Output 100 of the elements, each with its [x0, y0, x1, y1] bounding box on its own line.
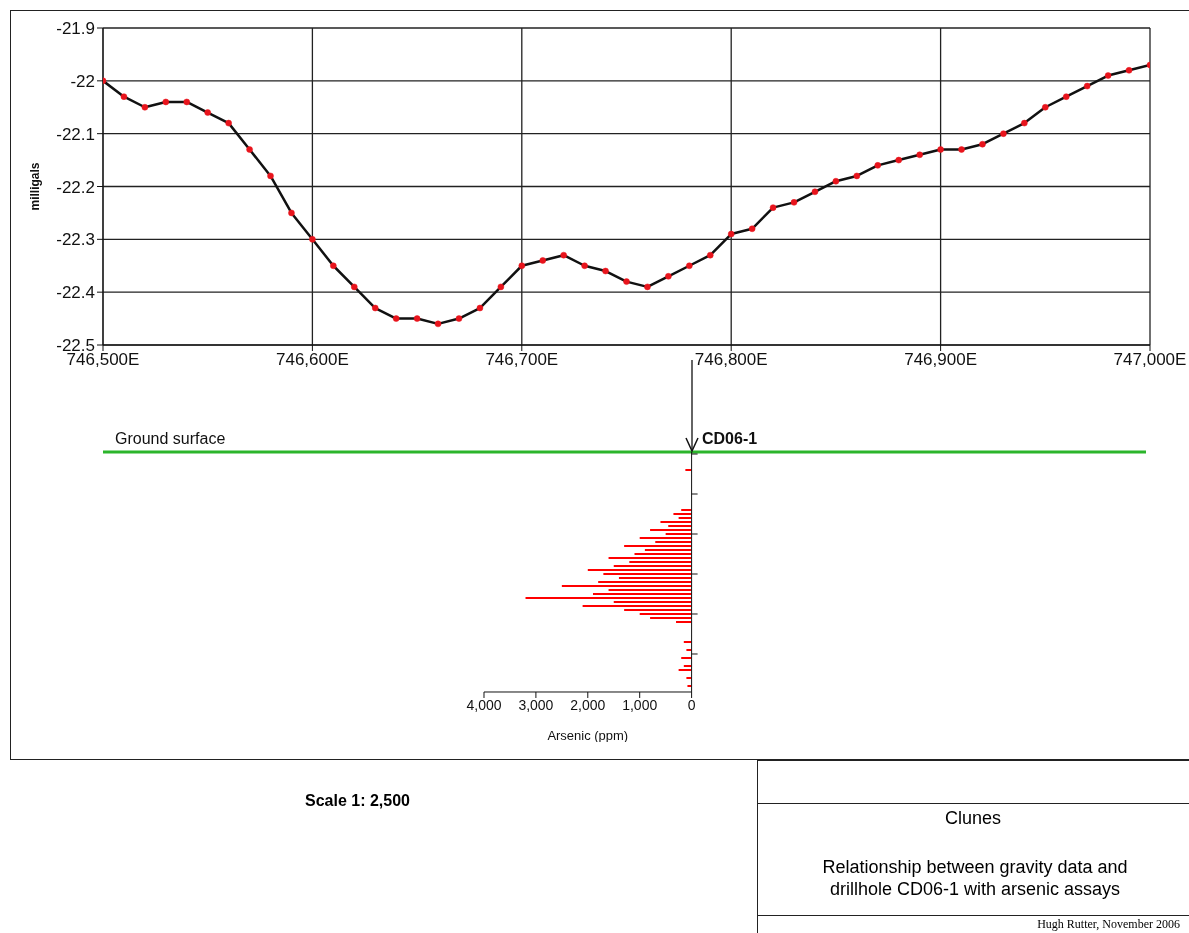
point — [351, 283, 358, 291]
x-tick-label: 3,000 — [518, 696, 555, 713]
bar — [562, 585, 692, 587]
text: Hugh Rutter, November 2006 — [1036, 917, 1180, 932]
bar — [629, 561, 692, 563]
point — [581, 262, 588, 269]
x-tick-label: 4,000 — [466, 696, 503, 713]
y-tick-label: -22.4 — [56, 283, 95, 303]
bar — [614, 565, 692, 567]
point — [979, 140, 986, 148]
bar — [681, 657, 692, 659]
bar — [525, 597, 692, 599]
bar — [583, 605, 692, 607]
point — [539, 257, 546, 264]
point — [267, 172, 274, 180]
x-tick-label: 746,700E — [485, 350, 559, 370]
bar — [588, 569, 692, 571]
point — [120, 93, 128, 100]
bar — [679, 517, 692, 519]
point — [225, 119, 232, 127]
bar — [685, 469, 692, 471]
bar — [619, 577, 692, 579]
point — [434, 320, 442, 328]
point — [853, 172, 861, 180]
point — [497, 283, 505, 291]
point — [1083, 82, 1091, 90]
bar — [660, 521, 692, 523]
y-tick-label: -22 — [70, 71, 95, 91]
y-tick-label: -22.3 — [56, 230, 95, 250]
point — [790, 199, 798, 206]
bar — [614, 601, 692, 603]
text: Ground surface — [115, 430, 226, 447]
point — [162, 98, 170, 106]
point — [811, 188, 819, 196]
y-tick-label: -21.9 — [56, 19, 95, 39]
point — [309, 236, 316, 243]
point — [413, 315, 421, 322]
bar — [645, 549, 692, 551]
point — [455, 315, 463, 322]
y-axis-title: milligals — [28, 162, 43, 211]
x-tick-label: 746,900E — [904, 350, 977, 370]
bar — [673, 513, 692, 515]
point — [1062, 93, 1070, 100]
point — [1021, 119, 1028, 127]
point — [644, 283, 651, 291]
x-tick-label: 0 — [688, 696, 697, 713]
point — [330, 262, 337, 269]
point — [288, 209, 295, 217]
text: CD06-1 — [702, 430, 758, 447]
point — [560, 251, 567, 259]
text: Clunes — [944, 808, 1002, 829]
point — [769, 204, 777, 211]
point — [476, 304, 484, 312]
bar — [686, 649, 692, 651]
bar — [608, 557, 692, 559]
point — [392, 315, 400, 322]
point — [895, 156, 902, 164]
bar — [640, 537, 692, 539]
bar — [624, 545, 692, 547]
point — [707, 251, 714, 259]
bar — [668, 525, 692, 527]
bar — [681, 509, 692, 511]
point — [1000, 130, 1007, 137]
point — [748, 225, 756, 233]
x-tick-label: 2,000 — [570, 696, 606, 713]
point — [1104, 72, 1112, 79]
bar — [598, 581, 692, 583]
bar — [650, 617, 692, 619]
y-tick-label: -22.2 — [56, 177, 95, 197]
point — [686, 262, 693, 269]
bar — [679, 669, 692, 671]
point — [141, 104, 149, 111]
point — [602, 267, 609, 275]
bar — [686, 677, 692, 679]
point — [204, 109, 211, 116]
bar — [676, 621, 692, 623]
x-tick-label: 1,000 — [622, 696, 658, 713]
text: Relationship between gravity data and drillhole CD06-1 with arsenic assays — [821, 856, 1129, 900]
bar — [634, 553, 692, 555]
bar — [666, 533, 692, 535]
point — [665, 273, 672, 280]
bar — [624, 609, 692, 611]
bar — [608, 589, 692, 591]
point — [371, 304, 379, 312]
point — [1125, 67, 1133, 74]
point — [958, 146, 965, 153]
point — [183, 98, 191, 106]
x-tick-label: 746,800E — [694, 350, 768, 370]
y-tick-label: -22.1 — [56, 124, 95, 144]
point — [916, 151, 923, 159]
bar — [655, 541, 692, 543]
x-tick-label: 747,000E — [1113, 350, 1187, 370]
x-tick-label: 746,600E — [276, 350, 349, 370]
bar — [603, 573, 692, 575]
point — [727, 230, 735, 238]
point — [623, 278, 630, 285]
bar — [650, 529, 692, 531]
point — [832, 177, 840, 185]
bar — [640, 613, 692, 615]
bar — [687, 685, 692, 687]
